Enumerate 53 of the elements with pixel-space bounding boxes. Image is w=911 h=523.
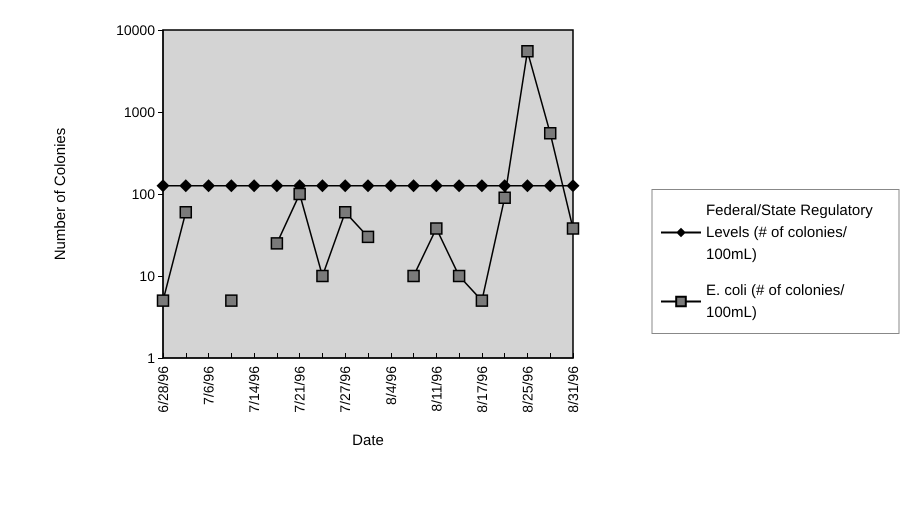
point: [293, 188, 306, 200]
y-tick-label: 1: [147, 350, 156, 366]
point: [407, 270, 420, 282]
point: [202, 179, 216, 192]
point: [156, 179, 170, 192]
point: [362, 179, 374, 192]
point: [520, 179, 534, 192]
point: [544, 179, 557, 192]
point: [476, 294, 488, 307]
point: [452, 179, 466, 192]
point: [156, 294, 170, 307]
point: [384, 179, 398, 192]
point: [270, 237, 284, 250]
point: [316, 179, 329, 192]
point: [498, 192, 511, 204]
point: [566, 179, 580, 192]
point: [270, 179, 284, 192]
x-tick-label: 8/11/96: [428, 366, 444, 412]
point: [362, 230, 374, 244]
point: [566, 222, 580, 235]
point: [475, 179, 488, 192]
legend-label: Federal/State Regulatory Levels (# of colonies/100mL): [706, 202, 877, 263]
x-tick-label: 7/21/96: [292, 366, 308, 413]
point: [316, 270, 329, 282]
point: [430, 222, 443, 235]
point: [225, 294, 238, 307]
point: [430, 179, 443, 192]
y-axis-title: Number of Colonies: [52, 128, 69, 260]
x-tick-label: 7/6/96: [200, 366, 217, 405]
x-tick-label: 7/27/96: [337, 366, 354, 413]
y-tick-label: 1000: [124, 104, 156, 120]
x-tick-label: 7/14/96: [246, 366, 262, 413]
point: [224, 179, 238, 192]
legend-label: E. coli (# of colonies/100mL): [706, 282, 846, 321]
x-tick-label: 8/4/96: [382, 366, 399, 405]
point: [248, 179, 261, 192]
x-tick-label: 8/31/96: [565, 366, 581, 413]
point: [180, 206, 192, 218]
point: [338, 179, 352, 192]
point: [407, 179, 420, 192]
y-tick-label: 10000: [116, 22, 156, 38]
point: [338, 206, 352, 218]
x-axis-title: Date: [352, 432, 384, 449]
y-tick-label: 100: [132, 186, 156, 202]
point: [544, 127, 556, 140]
x-tick-label: 8/25/96: [519, 366, 536, 413]
point: [452, 270, 466, 282]
x-tick-label: 8/17/96: [474, 366, 490, 413]
y-tick-label: 10: [139, 268, 156, 284]
x-tick-label: 6/28/96: [155, 366, 171, 413]
point: [179, 179, 192, 192]
point: [498, 179, 512, 192]
point: [521, 45, 534, 58]
